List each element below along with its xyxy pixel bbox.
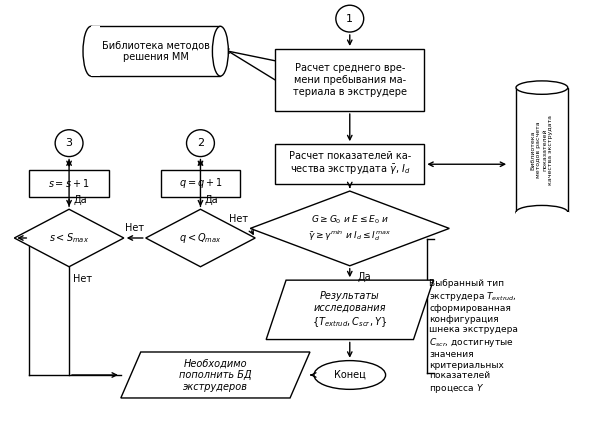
- Text: Нет: Нет: [124, 223, 144, 233]
- Text: Выбранный тип
экструдера $T_{extrud}$,
сформированная
конфигурация
шнека экструд: Выбранный тип экструдера $T_{extrud}$, с…: [429, 279, 518, 395]
- Circle shape: [55, 130, 83, 157]
- Ellipse shape: [212, 26, 228, 76]
- Ellipse shape: [83, 26, 99, 76]
- Circle shape: [336, 5, 364, 32]
- Text: $q < Q_{max}$: $q < Q_{max}$: [179, 231, 222, 245]
- Text: 3: 3: [66, 138, 73, 148]
- Text: Расчет показателей ка-
чества экструдата $\bar{\gamma}$, $I_d$: Расчет показателей ка- чества экструдата…: [288, 151, 411, 177]
- Polygon shape: [266, 280, 433, 340]
- Text: Нет: Нет: [229, 213, 248, 224]
- Text: Результаты
исследования
$\{T_{extrud}, C_{scr}, Y\}$: Результаты исследования $\{T_{extrud}, C…: [313, 291, 387, 328]
- FancyBboxPatch shape: [91, 26, 221, 76]
- Polygon shape: [14, 209, 124, 267]
- Text: 1: 1: [346, 13, 353, 24]
- Text: Библиотека методов
решения ММ: Библиотека методов решения ММ: [102, 40, 210, 62]
- Text: 2: 2: [197, 138, 204, 148]
- FancyBboxPatch shape: [160, 170, 240, 197]
- FancyBboxPatch shape: [275, 144, 424, 184]
- Text: Необходимо
пополнить БД
экструдеров: Необходимо пополнить БД экструдеров: [179, 358, 252, 392]
- Circle shape: [186, 130, 215, 157]
- Polygon shape: [145, 209, 255, 267]
- Ellipse shape: [516, 205, 568, 219]
- Text: Да: Да: [204, 195, 218, 205]
- Text: $q = q + 1$: $q = q + 1$: [178, 176, 222, 190]
- Text: Библиотека
методов расчета
показателей
качества экструдата: Библиотека методов расчета показателей к…: [531, 115, 553, 185]
- Polygon shape: [121, 352, 310, 398]
- FancyBboxPatch shape: [516, 212, 569, 220]
- Text: Расчет среднего вре-
мени пребывания ма-
териала в экструдере: Расчет среднего вре- мени пребывания ма-…: [293, 63, 407, 96]
- Text: Да: Да: [358, 272, 371, 282]
- Ellipse shape: [516, 81, 568, 94]
- Text: $s = s + 1$: $s = s + 1$: [49, 177, 90, 189]
- FancyBboxPatch shape: [275, 49, 424, 111]
- Text: Нет: Нет: [73, 274, 92, 285]
- Ellipse shape: [314, 361, 386, 389]
- Text: Конец: Конец: [334, 370, 366, 380]
- FancyBboxPatch shape: [29, 170, 109, 197]
- Polygon shape: [250, 191, 450, 266]
- Text: $s < S_{max}$: $s < S_{max}$: [49, 231, 89, 245]
- FancyBboxPatch shape: [516, 88, 568, 212]
- Text: $G \geq G_0$ и $E \leq E_0$ и
$\bar{\gamma} \geq \gamma^{min}$ и $I_d \leq I_d^{: $G \geq G_0$ и $E \leq E_0$ и $\bar{\gam…: [308, 214, 391, 243]
- FancyBboxPatch shape: [91, 26, 100, 76]
- Text: Да: Да: [73, 195, 87, 205]
